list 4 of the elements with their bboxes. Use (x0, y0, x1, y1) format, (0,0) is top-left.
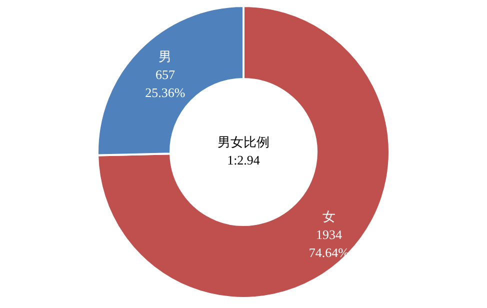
slice-label: 男 (158, 48, 172, 64)
data-label: 657 25.36% (145, 66, 186, 100)
slice-label: 女 (322, 208, 336, 224)
text: 男女比例 1:2.94 (218, 134, 270, 168)
